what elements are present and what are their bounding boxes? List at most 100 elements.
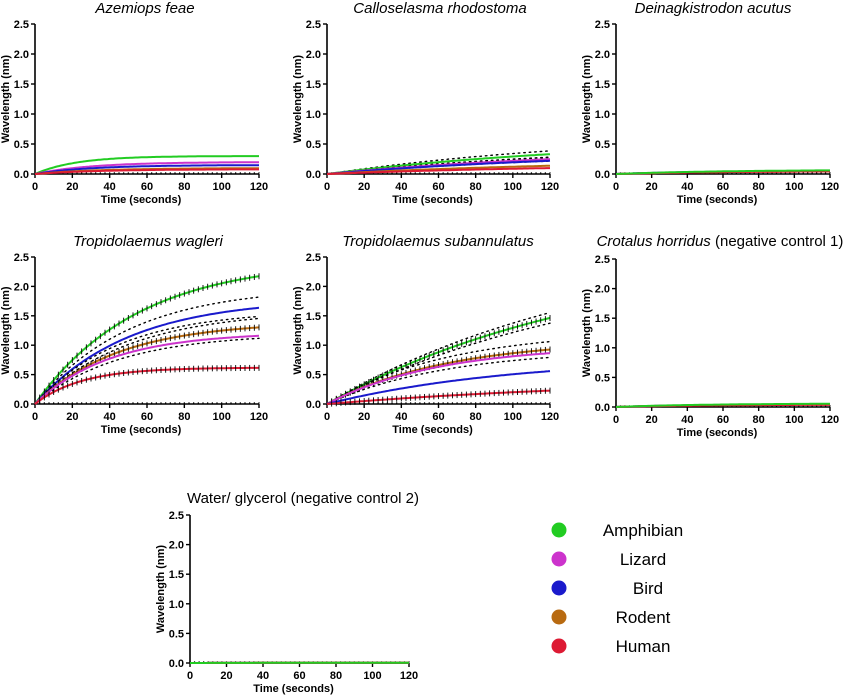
baseline-dot	[104, 172, 106, 174]
x-tick-label: 20	[358, 411, 370, 423]
baseline-dot	[544, 172, 547, 174]
x-axis-label: Time (seconds)	[101, 424, 182, 436]
x-tick-label: 60	[141, 411, 153, 423]
x-tick-label: 80	[178, 181, 190, 193]
baseline-dot	[197, 402, 200, 404]
baseline-dot	[461, 402, 463, 404]
baseline-dot	[127, 402, 130, 404]
x-tick-label: 80	[753, 414, 765, 426]
baseline-dot	[57, 402, 60, 404]
y-tick-label: 1.0	[169, 599, 184, 611]
x-tick-label: 40	[104, 181, 116, 193]
baseline-dot	[253, 402, 256, 404]
baseline-dot	[216, 172, 218, 174]
series-line-bird	[34, 306, 260, 405]
y-tick-label: 0.5	[14, 139, 29, 151]
baseline-dot	[136, 402, 139, 404]
y-tick-label: 1.5	[306, 79, 321, 91]
baseline-dot	[206, 172, 209, 174]
series-line-bird	[326, 370, 551, 405]
baseline-dot	[108, 402, 111, 404]
y-axis-label: Wavelength (nm)	[292, 286, 304, 375]
legend-marker-lizard	[551, 551, 567, 567]
baseline-dot	[66, 402, 69, 404]
baseline-dot	[80, 172, 83, 174]
baseline-dot	[498, 402, 500, 404]
baseline-dot	[94, 402, 97, 404]
baseline-dot	[80, 402, 83, 404]
legend-label-bird: Bird	[633, 579, 663, 598]
y-axis-label: Wavelength (nm)	[292, 55, 304, 144]
baseline-dot	[48, 402, 50, 404]
y-tick-label: 2.0	[595, 49, 610, 61]
x-tick-label: 0	[324, 411, 330, 423]
chart-panel-4: Tropidolaemus wagleri 0.0 0.5 1.0 1.5 2.0 2.5 0…	[0, 233, 268, 436]
series-line-amphibian	[326, 153, 551, 175]
baseline-dot	[122, 172, 125, 174]
baseline-dot	[211, 172, 214, 174]
baseline-dot	[76, 402, 78, 404]
x-axis-label: Time (seconds)	[392, 194, 473, 206]
y-tick-label: 2.0	[14, 281, 29, 293]
x-tick-label: 80	[330, 670, 342, 682]
chart-panel-2: Calloselasma rhodostoma 0.0 0.5 1.0 1.5 2.0 2.…	[292, 0, 559, 206]
baseline-dot	[188, 172, 190, 174]
x-tick-label: 0	[324, 181, 330, 193]
baseline-dot	[409, 172, 412, 174]
y-tick-label: 2.5	[595, 254, 610, 266]
baseline-dot	[442, 172, 444, 174]
baseline-dot	[423, 402, 426, 404]
ci-band-line	[326, 340, 551, 405]
legend: Amphibian Lizard Bird Rodent Human	[551, 521, 683, 656]
baseline-dot	[183, 172, 186, 174]
baseline-dot	[132, 402, 134, 404]
chart-title: Tropidolaemus subannulatus	[342, 233, 534, 250]
series-line-amphibian	[615, 402, 830, 408]
baseline-dot	[793, 172, 796, 174]
baseline-dot	[526, 172, 528, 174]
baseline-dot	[470, 172, 472, 174]
y-tick-label: 2.0	[595, 284, 610, 296]
baseline-dot	[516, 402, 519, 404]
x-axis-label: Time (seconds)	[253, 683, 334, 695]
x-tick-label: 120	[541, 181, 559, 193]
baseline-dot	[90, 402, 92, 404]
baseline-dot	[465, 402, 468, 404]
x-tick-label: 120	[250, 181, 268, 193]
baseline-dot	[244, 172, 246, 174]
baseline-dot	[414, 172, 416, 174]
baseline-dot	[535, 172, 537, 174]
baseline-dot	[493, 402, 495, 404]
baseline-dot	[192, 402, 195, 404]
y-tick-label: 1.5	[595, 313, 610, 325]
series-line-bird	[326, 159, 551, 175]
baseline-dot	[127, 172, 130, 174]
y-tick-label: 2.0	[14, 49, 29, 61]
baseline-dot	[94, 172, 97, 174]
baseline-dot	[169, 172, 172, 174]
baseline-dot	[85, 402, 88, 404]
x-tick-label: 60	[432, 411, 444, 423]
y-tick-label: 0.5	[306, 370, 321, 382]
x-tick-label: 20	[646, 181, 658, 193]
baseline-dot	[540, 402, 542, 404]
chart-title: Azemiops feae	[94, 0, 194, 17]
baseline-dot	[400, 402, 403, 404]
x-tick-label: 0	[187, 670, 193, 682]
chart-title-plain: (negative control 1)	[711, 233, 844, 250]
baseline-dot	[479, 402, 482, 404]
baseline-dot	[465, 172, 468, 174]
baseline-dot	[428, 172, 430, 174]
y-tick-label: 0.5	[595, 139, 610, 151]
x-tick-label: 20	[220, 670, 232, 682]
baseline-dot	[150, 402, 153, 404]
baseline-dot	[99, 172, 102, 174]
ci-band-line	[326, 150, 551, 175]
chart-panel-6: Crotalus horridus (negative control 1) 0.…	[581, 233, 843, 439]
series-line-lizard	[34, 334, 260, 405]
baseline-dot	[484, 402, 486, 404]
baseline-dot	[391, 402, 393, 404]
baseline-dot	[456, 402, 458, 404]
baseline-dot	[118, 402, 120, 404]
x-tick-label: 60	[141, 181, 153, 193]
